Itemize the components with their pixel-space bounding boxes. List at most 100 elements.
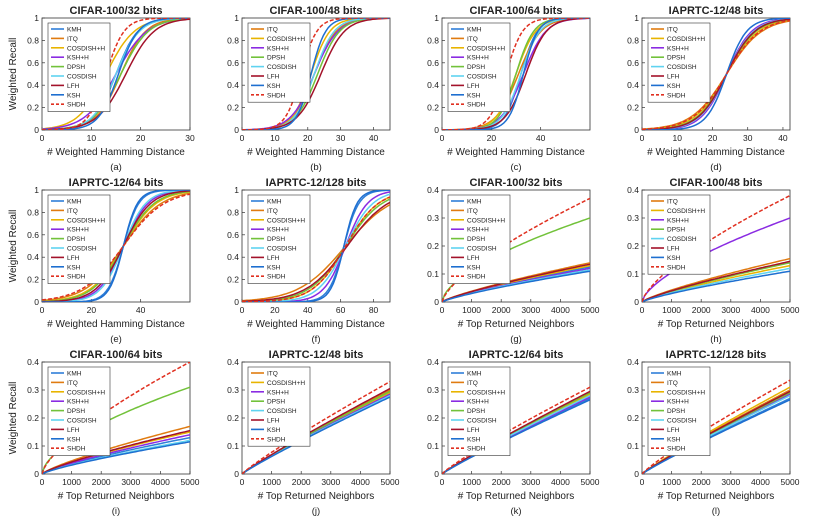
legend-label: SHDH [467,446,486,453]
legend-label: KMH [467,371,482,378]
legend-label: SHDH [67,102,86,109]
x-tick-label: 20 [303,133,313,143]
x-tick-label: 40 [136,305,146,315]
chart-title: CIFAR-100/48 bits [670,177,763,189]
series-group [242,18,390,130]
legend-label: KSH [667,436,681,443]
y-tick-label: 0.4 [627,80,639,90]
y-tick-label: 0 [434,297,439,307]
x-tick-label: 20 [487,133,497,143]
y-tick-label: 1 [234,13,239,23]
x-tick-label: 5000 [781,477,800,487]
y-tick-label: 0.4 [27,357,39,367]
chart-caption: (f) [312,334,321,345]
series-line-ksh [642,399,790,474]
legend-label: KSH [67,92,81,99]
x-axis-label: # Top Returned Neighbors [658,319,775,330]
series-line-ksh [242,396,390,474]
legend-label: COSDISH+H [467,45,505,52]
x-tick-label: 1000 [662,305,681,315]
chart-caption: (e) [110,334,122,345]
legend-label: LFH [667,427,680,434]
y-tick-label: 0 [34,297,39,307]
x-axis-label: # Weighted Hamming Distance [447,147,585,158]
x-axis-label: # Weighted Hamming Distance [647,147,785,158]
series-line-shdh [442,386,590,474]
series-line-shdh [242,380,390,474]
legend-label: ITQ [67,380,78,387]
legend-label: KSH+H [267,45,289,52]
legend-label: DPSH [467,236,485,243]
chart-j: IAPRTC-12/48 bits 0 1000 2000 3000 4000 5000 0 0… [227,349,400,517]
chart-caption: (d) [710,162,722,173]
legend-label: KSH [67,436,81,443]
y-tick-label: 0.3 [227,385,239,395]
y-tick-label: 0.8 [27,207,39,217]
y-tick-label: 0.4 [27,252,39,262]
series-line-lfh [42,429,190,474]
series-line-lfh [642,390,790,474]
chart-caption: (k) [510,506,521,517]
chart-caption: (c) [510,162,521,173]
x-tick-label: 1000 [462,305,481,315]
series-line-shdh [242,18,390,130]
x-tick-label: 0 [440,305,445,315]
x-tick-label: 4000 [551,477,570,487]
chart-title: IAPRTC-12/64 bits [69,177,164,189]
y-tick-label: 0.2 [627,413,639,423]
legend-label: COSDISH [267,408,297,415]
x-tick-label: 4000 [751,477,770,487]
x-tick-label: 0 [240,133,245,143]
y-tick-label: 0.6 [227,230,239,240]
chart-k: IAPRTC-12/64 bits 0 1000 2000 3000 4000 5000 0 0… [427,349,600,517]
legend-label: KSH [267,83,281,90]
legend: KMH ITQ COSDISH+H KSH+H DPSH COSDISH LFH KSH SHD… [447,194,511,284]
legend-label: COSDISH [467,74,497,81]
legend-label: LFH [667,246,680,253]
legend-label: COSDISH+H [67,45,105,52]
x-tick-label: 0 [240,477,245,487]
x-tick-label: 0 [640,477,645,487]
chart-caption: (i) [112,506,120,517]
legend-label: COSDISH+H [667,208,705,215]
y-tick-label: 0.2 [627,103,639,113]
legend-label: ITQ [267,208,278,215]
x-tick-label: 0 [440,477,445,487]
y-tick-label: 0.4 [627,185,639,195]
legend-label: DPSH [667,408,685,415]
chart-caption: (a) [110,162,122,173]
legend-label: COSDISH [667,64,697,71]
series-group [442,18,590,130]
series-group [42,18,190,130]
series-line-shdh [42,193,190,301]
y-tick-label: 0.6 [227,58,239,68]
y-tick-label: 0.2 [627,241,639,251]
series-line-ksh [642,18,790,130]
y-tick-label: 0.4 [227,80,239,90]
chart-title: CIFAR-100/48 bits [270,5,363,17]
series-line-ksh-plush [642,217,790,302]
y-tick-label: 0.1 [227,441,239,451]
series-group [42,190,190,302]
y-tick-label: 0.6 [427,58,439,68]
legend-label: KMH [67,199,82,206]
chart-title: CIFAR-100/64 bits [470,5,563,17]
chart-title: CIFAR-100/64 bits [70,349,163,361]
legend-label: COSDISH [67,74,97,81]
y-tick-label: 0 [634,125,639,135]
y-tick-label: 0.4 [427,80,439,90]
x-tick-label: 3000 [521,477,540,487]
series-line-ksh [442,18,590,130]
x-tick-label: 40 [369,133,379,143]
x-axis-label: # Top Returned Neighbors [258,491,375,502]
legend-box [647,194,711,275]
y-tick-label: 0 [34,469,39,479]
y-tick-label: 1 [34,185,39,195]
y-axis-label: Weighted Recall [8,210,19,283]
legend-label: ITQ [67,208,78,215]
x-tick-label: 30 [743,133,753,143]
series-group [242,190,390,302]
series-line-shdh [442,18,590,130]
y-tick-label: 0.2 [427,241,439,251]
